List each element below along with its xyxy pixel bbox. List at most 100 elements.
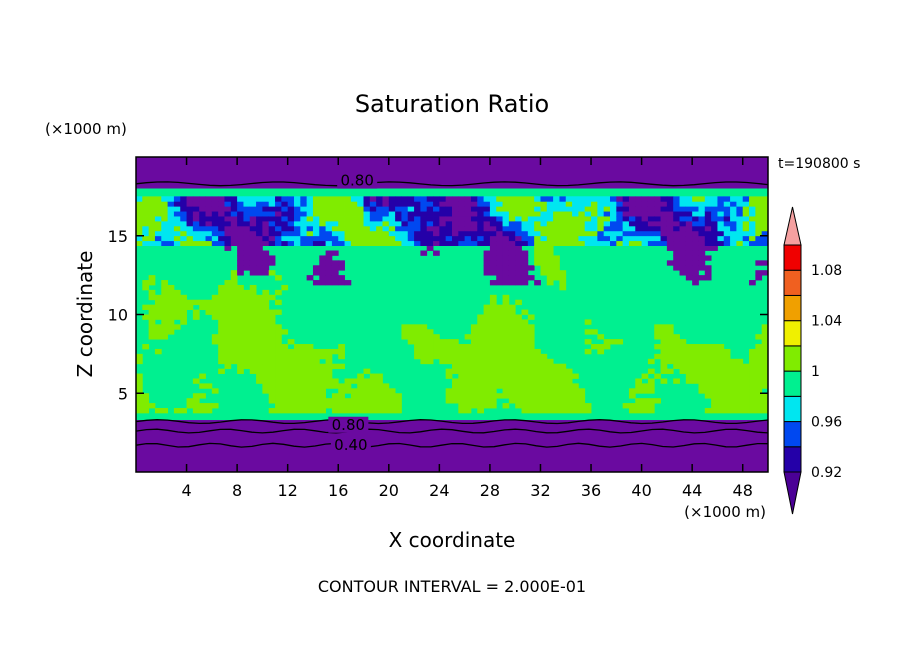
field-cell	[502, 393, 510, 399]
field-cell	[237, 216, 244, 222]
field-cell	[148, 309, 156, 315]
field-cell	[622, 201, 630, 207]
field-cell	[262, 358, 270, 365]
field-cell	[237, 368, 244, 374]
field-cell	[262, 339, 270, 345]
field-cell	[199, 230, 206, 237]
field-cell	[679, 255, 687, 261]
field-cell	[173, 235, 181, 242]
field-cell	[294, 378, 301, 384]
field-cell	[761, 378, 769, 384]
field-cell	[275, 324, 282, 330]
field-cell	[736, 368, 744, 374]
field-cell	[616, 339, 624, 345]
field-cell	[698, 383, 706, 389]
field-cell	[369, 388, 377, 394]
field-cell	[572, 220, 579, 227]
field-cell	[262, 329, 270, 335]
field-cell	[414, 196, 421, 202]
field-cell	[698, 211, 706, 217]
field-cell	[287, 230, 295, 237]
field-cell	[325, 368, 333, 374]
field-cell	[445, 348, 453, 355]
field-cell	[692, 368, 699, 374]
field-cell	[749, 353, 756, 360]
field-cell	[312, 230, 320, 237]
field-cell	[275, 329, 282, 335]
field-cell	[312, 348, 320, 355]
field-cell	[647, 230, 655, 237]
field-cell	[325, 373, 333, 379]
field-cell	[300, 373, 308, 379]
field-cell	[641, 383, 649, 389]
field-cell	[755, 334, 763, 340]
field-cell	[534, 353, 541, 360]
field-cell	[224, 280, 232, 286]
field-cell	[755, 358, 763, 365]
field-cell	[508, 393, 516, 399]
field-cell	[439, 339, 447, 345]
field-cell	[458, 201, 466, 207]
field-cell	[692, 206, 699, 212]
field-cell	[325, 240, 333, 246]
field-cell	[281, 284, 289, 291]
field-cell	[546, 363, 554, 370]
field-cell	[452, 363, 459, 370]
field-cell	[628, 403, 636, 409]
field-cell	[382, 398, 390, 404]
field-cell	[167, 230, 175, 237]
field-cell	[218, 289, 225, 296]
field-cell	[483, 225, 491, 232]
field-cell	[420, 225, 428, 232]
field-cell	[357, 220, 364, 227]
field-cell	[338, 403, 345, 409]
field-cell	[654, 329, 661, 335]
field-cell	[572, 403, 579, 409]
field-cell	[401, 334, 409, 340]
field-cell	[154, 196, 162, 202]
field-cell	[673, 211, 680, 217]
field-cell	[230, 299, 238, 306]
field-cell	[142, 284, 150, 291]
field-cell	[243, 255, 251, 261]
field-cell	[679, 225, 687, 232]
field-cell	[376, 373, 383, 379]
x-axis-label: X coordinate	[389, 528, 516, 552]
field-cell	[477, 403, 484, 409]
field-cell	[439, 358, 447, 365]
field-cell	[761, 403, 769, 409]
field-cell	[319, 235, 326, 242]
field-cell	[319, 230, 326, 237]
field-cell	[350, 388, 358, 394]
field-cell	[508, 378, 516, 384]
field-cell	[350, 235, 358, 242]
field-cell	[281, 206, 289, 212]
field-cell	[154, 299, 162, 306]
field-cell	[502, 275, 510, 281]
field-cell	[521, 225, 529, 232]
field-cell	[300, 220, 308, 227]
field-cell	[502, 201, 510, 207]
field-cell	[363, 378, 371, 384]
field-cell	[698, 240, 706, 246]
field-cell	[452, 393, 459, 399]
field-cell	[622, 196, 630, 202]
field-cell	[641, 225, 649, 232]
field-cell	[736, 235, 744, 242]
field-cell	[407, 225, 415, 232]
field-cell	[660, 363, 668, 370]
field-cell	[641, 206, 649, 212]
field-cell	[186, 225, 194, 232]
field-cell	[572, 398, 579, 404]
field-cell	[142, 280, 150, 286]
field-cell	[350, 240, 358, 246]
field-cell	[527, 216, 535, 222]
field-cell	[376, 378, 383, 384]
field-cell	[723, 196, 731, 202]
field-cell	[452, 201, 459, 207]
field-cell	[325, 280, 333, 286]
field-cell	[395, 403, 402, 409]
field-cell	[237, 363, 244, 370]
field-cell	[723, 403, 731, 409]
field-cell	[489, 270, 497, 276]
